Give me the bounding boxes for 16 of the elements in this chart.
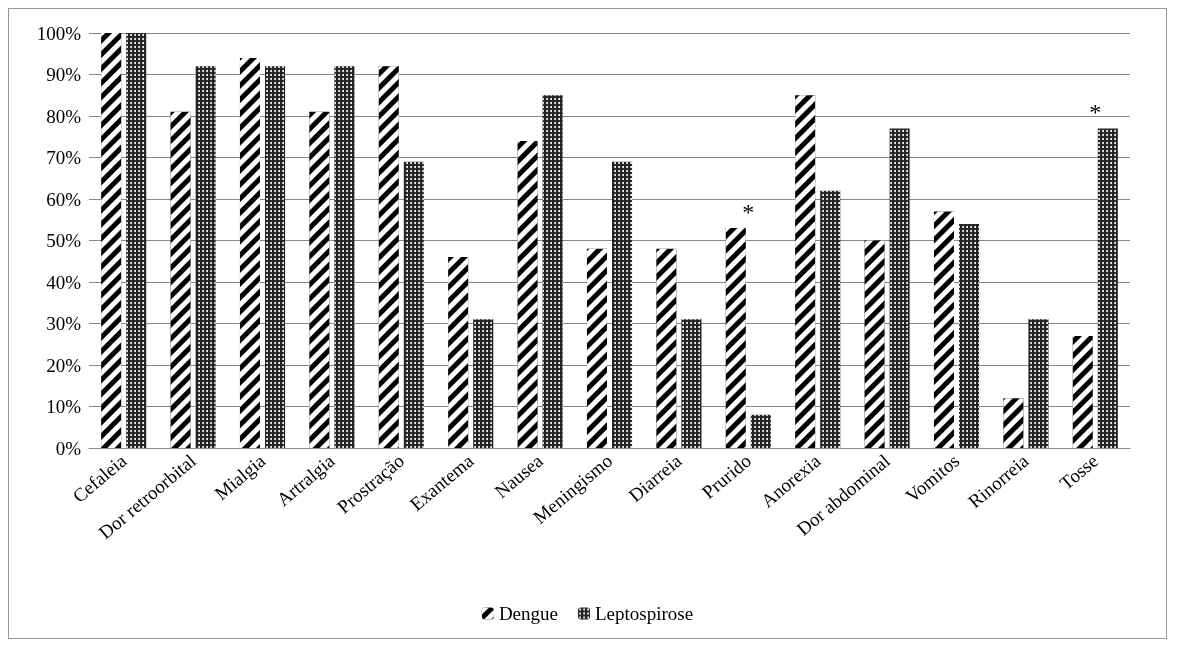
y-tick-label: 90% bbox=[46, 64, 82, 85]
y-tick-label: 20% bbox=[46, 354, 82, 376]
legend-label: Leptospirose bbox=[594, 603, 694, 624]
y-tick-label: 100% bbox=[36, 22, 82, 44]
y-tick-label: 80% bbox=[46, 105, 82, 127]
x-tick-label: Tosse bbox=[1055, 449, 1103, 494]
y-tick-label: 50% bbox=[46, 230, 82, 251]
y-tick-label: 40% bbox=[46, 271, 82, 293]
y-tick-label: 10% bbox=[46, 396, 82, 417]
y-tick-label: 70% bbox=[46, 147, 82, 168]
y-tick-label: 60% bbox=[46, 188, 82, 210]
annotation: * bbox=[742, 199, 755, 226]
y-tick-label: 30% bbox=[46, 313, 82, 334]
legend-label: Dengue bbox=[498, 603, 558, 624]
y-tick-label: 0% bbox=[55, 437, 82, 459]
annotation: * bbox=[1089, 99, 1102, 126]
